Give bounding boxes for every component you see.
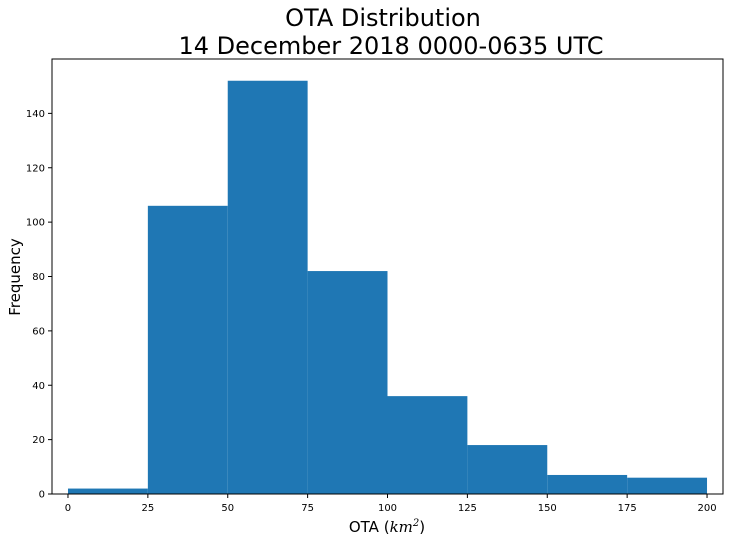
histogram-bar [387, 396, 468, 494]
x-tick-label: 75 [301, 503, 314, 514]
x-tick-label: 25 [141, 503, 154, 514]
x-tick-label: 150 [538, 503, 557, 514]
y-tick-label: 140 [26, 109, 45, 120]
x-axis-ticks: 0 25 50 75 100 125 150 175 200 [65, 494, 717, 514]
y-tick-label: 120 [26, 163, 45, 174]
y-tick-label: 60 [32, 326, 45, 337]
y-tick-label: 20 [32, 435, 45, 446]
x-axis-label: OTA (km2) [349, 518, 425, 536]
x-tick-label: 100 [378, 503, 397, 514]
y-axis-ticks: 0 20 40 60 80 100 120 140 [26, 109, 52, 501]
x-tick-label: 125 [458, 503, 477, 514]
histogram-bar [147, 205, 228, 494]
histogram-bar [467, 445, 548, 494]
histogram-bar [67, 488, 148, 494]
y-axis-label: Frequency [6, 238, 24, 316]
bars-group [67, 80, 708, 494]
histogram-bar [627, 477, 708, 494]
histogram-bar [547, 474, 628, 494]
chart-title-line-2: 14 December 2018 0000-0635 UTC [179, 32, 604, 60]
y-tick-label: 100 [26, 218, 45, 229]
histogram-bar [227, 80, 308, 494]
y-tick-label: 40 [32, 381, 45, 392]
x-tick-label: 200 [697, 503, 716, 514]
histogram-bar [307, 271, 388, 494]
plot-frame [51, 58, 724, 495]
y-tick-label: 0 [39, 490, 45, 501]
chart-title-line-1: OTA Distribution [285, 4, 481, 32]
x-tick-label: 175 [618, 503, 637, 514]
y-tick-label: 80 [32, 272, 45, 283]
x-tick-label: 0 [65, 503, 71, 514]
x-tick-label: 50 [221, 503, 234, 514]
